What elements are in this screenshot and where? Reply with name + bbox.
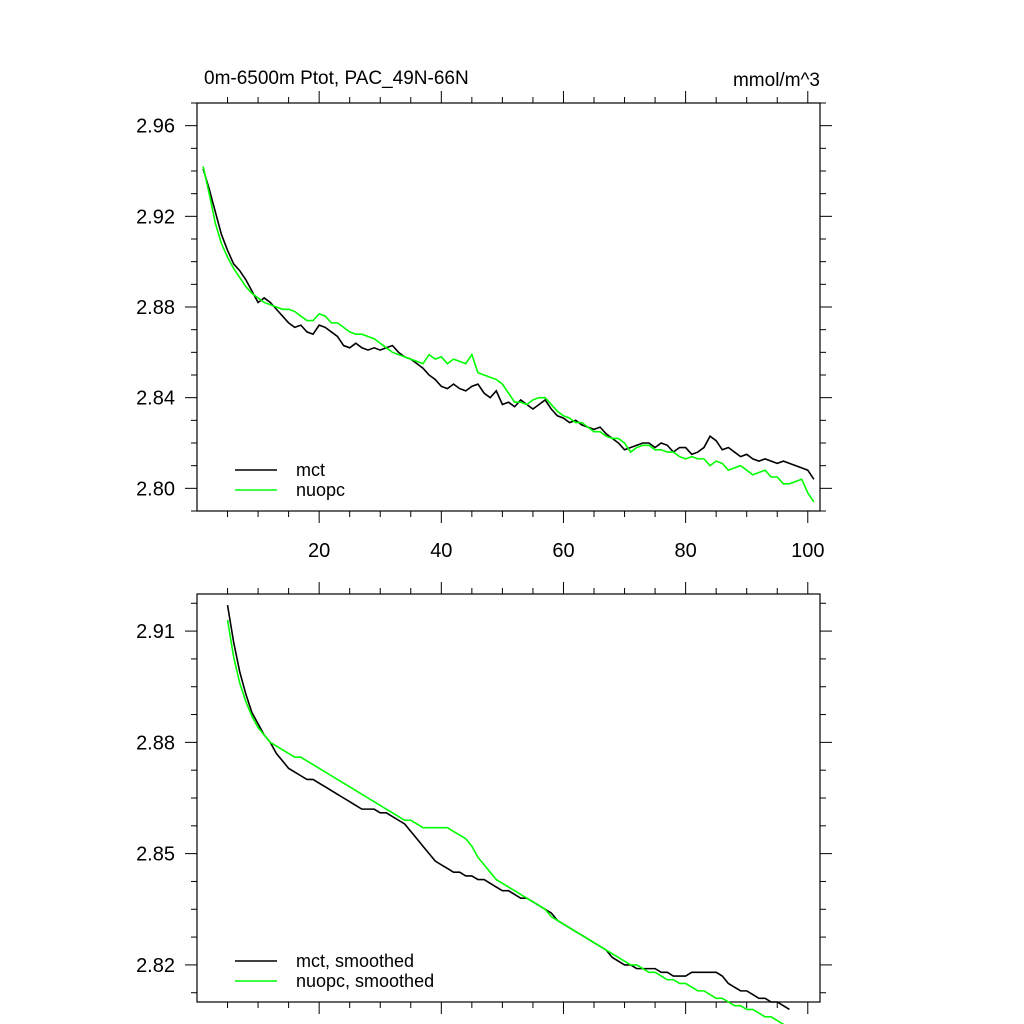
- legend-label-nuopc: nuopc: [296, 480, 345, 500]
- x-tick-label: 80: [675, 540, 697, 562]
- top-chart-units: mmol/m^3: [733, 70, 820, 91]
- x-tick-label: 100: [791, 540, 824, 562]
- top-chart-series: [202, 166, 815, 503]
- y-tick-label: 2.92: [136, 206, 175, 228]
- series-line-nuopc-smoothed: [226, 619, 785, 1024]
- bottom-chart-legend: mct, smoothed nuopc, smoothed: [235, 951, 434, 991]
- x-tick-label: 20: [308, 540, 330, 562]
- bottom-chart-ticks: [185, 582, 832, 1014]
- legend-label-mct-smoothed: mct, smoothed: [296, 951, 414, 971]
- top-chart-title: 0m-6500m Ptot, PAC_49N-66N: [204, 68, 469, 89]
- x-tick-label: 40: [430, 540, 452, 562]
- y-tick-label: 2.96: [136, 116, 175, 138]
- x-tick-label: 60: [552, 540, 574, 562]
- top-chart-ticks: [185, 91, 832, 523]
- bottom-chart-frame: [196, 593, 821, 1003]
- legend-label-nuopc-smoothed: nuopc, smoothed: [296, 971, 434, 991]
- bottom-chart-series: [226, 604, 790, 1024]
- bottom-chart: 2.82 2.85 2.88 2.91 mct, smoothed nuopc,…: [136, 582, 832, 1024]
- bottom-chart-tick-labels: 2.82 2.85 2.88 2.91: [136, 621, 175, 977]
- series-line-mct: [202, 168, 815, 480]
- y-tick-label: 2.82: [136, 955, 175, 977]
- top-chart-tick-labels: 20 40 60 80 100 2.80 2.84 2.88 2.92 2.96: [136, 116, 824, 562]
- series-line-mct-smoothed: [226, 604, 790, 1011]
- y-tick-label: 2.91: [136, 621, 175, 643]
- top-chart: 0m-6500m Ptot, PAC_49N-66N mmol/m^3 20 4…: [136, 68, 832, 562]
- legend-label-mct: mct: [296, 460, 325, 480]
- y-tick-label: 2.88: [136, 732, 175, 754]
- y-tick-label: 2.84: [136, 388, 175, 410]
- top-chart-legend: mct nuopc: [235, 460, 345, 500]
- y-tick-label: 2.88: [136, 297, 175, 319]
- y-tick-label: 2.85: [136, 844, 175, 866]
- y-tick-label: 2.80: [136, 478, 175, 500]
- top-chart-frame: [196, 102, 821, 512]
- series-line-nuopc: [202, 166, 815, 503]
